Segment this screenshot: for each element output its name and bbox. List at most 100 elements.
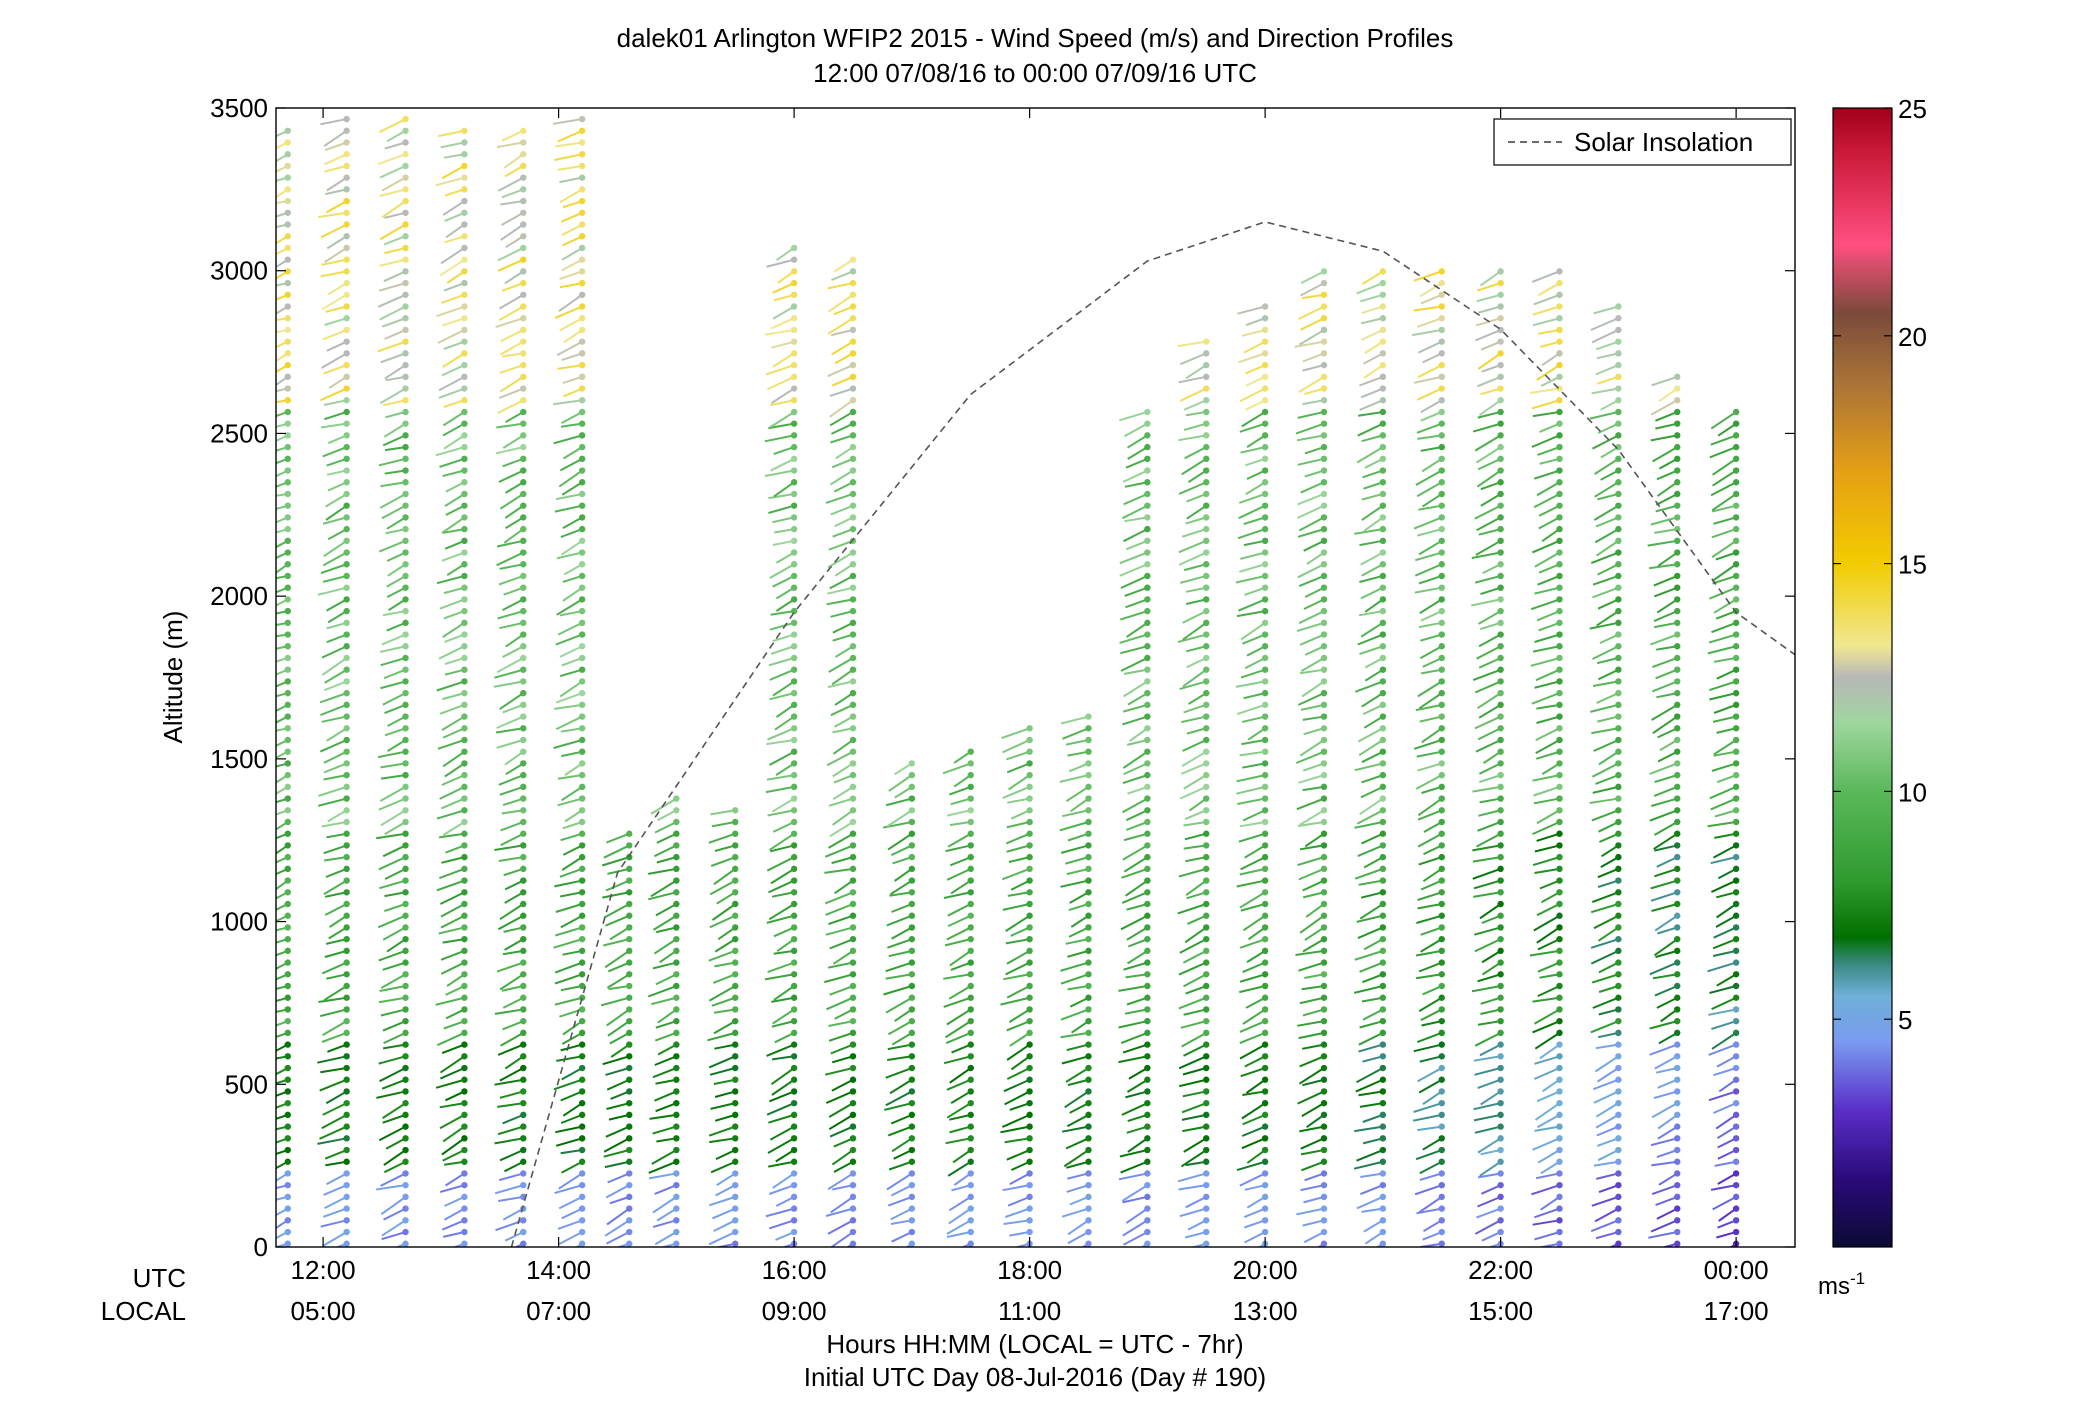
- wind-barb: [560, 525, 586, 539]
- wind-barb: [885, 994, 916, 1014]
- wind-barb-dot: [1261, 935, 1269, 943]
- wind-barb-dot: [461, 584, 468, 591]
- wind-barb-shaft: [384, 727, 406, 737]
- wind-barb-dot: [520, 174, 527, 181]
- wind-barb-dot: [343, 1017, 350, 1025]
- wind-barb-dot: [520, 455, 527, 463]
- wind-barb: [608, 982, 633, 991]
- wind-barb-dot: [849, 1099, 857, 1107]
- wind-barb-dot: [626, 1088, 633, 1095]
- wind-barb-dot: [1320, 1006, 1328, 1013]
- wind-barb-dot: [1497, 607, 1504, 615]
- wind-barb-dot: [1320, 1088, 1328, 1095]
- wind-barb-dot: [1497, 502, 1504, 509]
- wind-barb: [610, 1088, 633, 1100]
- wind-barb: [503, 525, 527, 544]
- wind-barb: [894, 783, 916, 799]
- wind-barb-shaft: [442, 1231, 465, 1238]
- wind-barb-dot: [849, 561, 857, 568]
- wind-barb-dot: [1203, 736, 1210, 744]
- wind-barb-dot: [790, 572, 798, 580]
- wind-barb-dot: [461, 1099, 468, 1107]
- wind-barb: [444, 233, 468, 244]
- wind-barb-dot: [1497, 397, 1504, 404]
- wind-barb-dot: [1379, 971, 1387, 978]
- wind-barb: [825, 490, 857, 504]
- wind-barb: [712, 1205, 739, 1220]
- wind-barb-dot: [1320, 982, 1328, 990]
- wind-barb: [557, 361, 586, 370]
- wind-barb-shaft: [443, 434, 465, 450]
- wind-barb-shaft: [829, 399, 854, 418]
- wind-barb-shaft: [437, 739, 465, 750]
- wind-barb-dot: [626, 1193, 633, 1201]
- wind-barb-dot: [1379, 279, 1387, 287]
- wind-barb-dot: [790, 795, 798, 802]
- wind-barb: [601, 853, 633, 867]
- wind-barb: [502, 1017, 527, 1031]
- wind-barb-dot: [1438, 361, 1445, 369]
- wind-barb: [325, 935, 350, 945]
- wind-barb-shaft: [602, 891, 630, 899]
- wind-barb-dot: [1497, 982, 1504, 990]
- wind-barb: [380, 654, 409, 667]
- wind-barb: [324, 1193, 350, 1209]
- wind-barb: [382, 1041, 409, 1050]
- wind-barb-dot: [1144, 1041, 1151, 1048]
- wind-barb-dot: [1144, 432, 1151, 439]
- wind-barb-dot: [1556, 947, 1563, 955]
- wind-barb: [555, 490, 586, 501]
- wind-barb-dot: [520, 1123, 527, 1130]
- wind-barb: [381, 502, 409, 520]
- wind-barb-dot: [1320, 338, 1328, 345]
- wind-barb-dot: [343, 689, 350, 697]
- wind-barb-dot: [1144, 748, 1151, 755]
- wind-barb-dot: [908, 935, 916, 943]
- wind-barb-dot: [402, 1193, 409, 1201]
- wind-barb: [560, 1146, 586, 1155]
- wind-barb-dot: [732, 947, 739, 955]
- wind-barb-dot: [1379, 853, 1387, 861]
- wind-barb-dot: [1203, 1205, 1210, 1212]
- wind-barb-dot: [1497, 783, 1504, 791]
- wind-barb-shaft: [829, 821, 854, 838]
- wind-barb-dot: [402, 432, 409, 439]
- wind-barb-shaft: [708, 985, 736, 1002]
- wind-barb-dot: [1203, 1240, 1210, 1247]
- wind-barb-dot: [673, 865, 680, 873]
- wind-barb: [323, 361, 350, 375]
- wind-barb-dot: [343, 666, 350, 673]
- wind-barb-dot: [1026, 748, 1033, 755]
- wind-barb-shaft: [319, 387, 348, 402]
- wind-barb-dot: [520, 748, 527, 755]
- wind-barb-shaft: [326, 633, 348, 644]
- wind-barb-dot: [1026, 783, 1033, 791]
- wind-barb-shaft: [276, 1102, 289, 1109]
- wind-barb-dot: [626, 1041, 633, 1048]
- wind-barb-dot: [1144, 549, 1151, 556]
- wind-barb-shaft: [319, 1008, 347, 1018]
- wind-barb-shaft: [497, 247, 524, 262]
- wind-barb-shaft: [560, 985, 583, 992]
- wind-barb: [325, 1088, 350, 1105]
- wind-barb-shaft: [772, 1008, 795, 1025]
- wind-barb-shaft: [276, 247, 289, 256]
- wind-barb-dot: [343, 127, 350, 134]
- wind-barb-dot: [849, 549, 857, 556]
- wind-barb: [555, 689, 586, 704]
- wind-barb: [387, 713, 409, 727]
- wind-barb-dot: [1261, 1170, 1269, 1177]
- wind-barb-dot: [1379, 373, 1387, 381]
- wind-barb-dot: [849, 279, 857, 287]
- wind-barb-dot: [849, 842, 857, 849]
- wind-barb-shaft: [769, 692, 795, 701]
- wind-barb-dot: [1379, 865, 1387, 873]
- wind-barb: [561, 1158, 586, 1174]
- wind-barb-dot: [626, 1111, 633, 1119]
- wind-barb: [382, 1017, 409, 1032]
- wind-barb-shaft: [495, 727, 524, 734]
- wind-barb-dot: [461, 537, 468, 545]
- wind-barb: [657, 807, 680, 822]
- wind-barb-dot: [1261, 795, 1269, 802]
- wind-barb-dot: [1261, 853, 1269, 861]
